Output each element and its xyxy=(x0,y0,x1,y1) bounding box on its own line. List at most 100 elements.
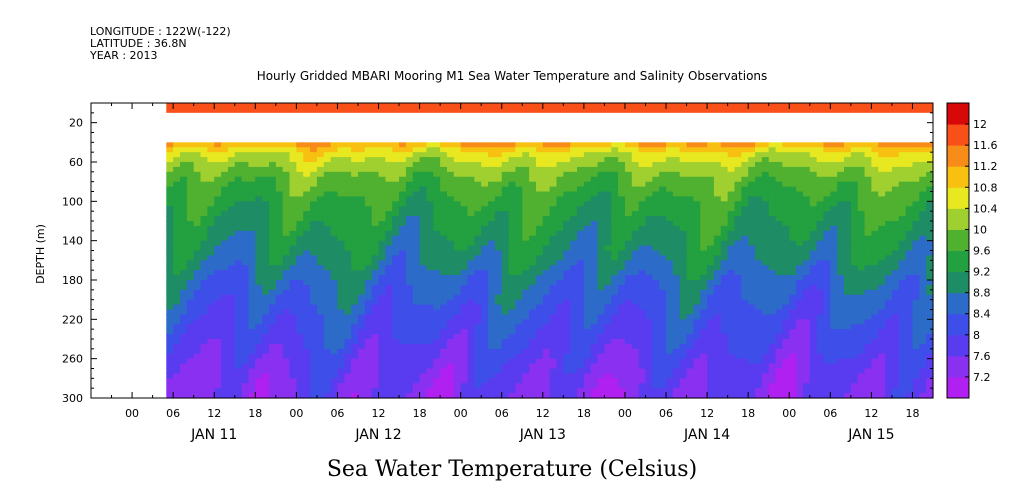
heatmap-cell xyxy=(515,260,523,266)
heatmap-cell xyxy=(262,270,270,276)
heatmap-cell xyxy=(624,206,633,212)
heatmap-cell xyxy=(364,353,373,360)
heatmap-cell xyxy=(549,216,558,222)
heatmap-cell xyxy=(570,201,578,207)
heatmap-cell xyxy=(775,196,783,202)
heatmap-cell xyxy=(809,230,818,237)
heatmap-cell xyxy=(337,225,345,232)
heatmap-cell xyxy=(857,255,866,261)
heatmap-cell xyxy=(282,284,291,291)
heatmap-cell xyxy=(837,299,845,306)
heatmap-cell xyxy=(583,284,592,291)
heatmap-cell xyxy=(713,289,722,296)
heatmap-cell xyxy=(289,353,297,360)
heatmap-cell xyxy=(364,176,373,183)
heatmap-cell xyxy=(748,147,756,153)
heatmap-cell xyxy=(905,166,914,173)
heatmap-cell xyxy=(898,162,907,168)
heatmap-cell xyxy=(248,166,256,173)
heatmap-cell xyxy=(186,309,195,316)
heatmap-cell xyxy=(905,157,914,163)
heatmap-cell xyxy=(652,162,660,168)
heatmap-cell xyxy=(823,275,831,281)
heatmap-cell xyxy=(200,334,208,340)
heatmap-cell xyxy=(460,339,469,345)
heatmap-cell xyxy=(577,348,585,355)
heatmap-cell xyxy=(303,299,311,306)
heatmap-cell xyxy=(645,235,653,242)
heatmap-cell xyxy=(173,191,181,198)
heatmap-cell xyxy=(844,319,852,325)
heatmap-cell xyxy=(618,216,626,222)
heatmap-cell xyxy=(378,358,386,365)
heatmap-cell xyxy=(645,294,653,301)
heatmap-cell xyxy=(357,225,366,232)
heatmap-cell xyxy=(570,280,578,286)
heatmap-cell xyxy=(652,230,660,237)
heatmap-cell xyxy=(885,191,893,198)
heatmap-cell xyxy=(440,280,448,286)
heatmap-cell xyxy=(200,275,208,281)
heatmap-cell xyxy=(693,343,701,350)
heatmap-cell xyxy=(823,304,831,311)
heatmap-cell xyxy=(734,142,742,148)
heatmap-cell xyxy=(611,280,619,286)
heatmap-cell xyxy=(529,348,537,355)
heatmap-cell xyxy=(871,299,879,306)
heatmap-cell xyxy=(741,211,749,217)
heatmap-cell xyxy=(446,235,455,242)
heatmap-cell xyxy=(385,324,393,330)
heatmap-cell xyxy=(878,353,886,360)
heatmap-cell xyxy=(720,162,729,168)
heatmap-cell xyxy=(830,147,838,153)
heatmap-cell xyxy=(351,275,359,281)
heatmap-cell xyxy=(679,157,688,163)
heatmap-cell xyxy=(405,334,414,340)
heatmap-cell xyxy=(221,171,229,178)
heatmap-cell xyxy=(460,186,469,193)
heatmap-cell xyxy=(323,191,332,198)
heatmap-cell xyxy=(344,186,352,193)
heatmap-cell xyxy=(173,186,181,193)
heatmap-cell xyxy=(556,319,564,325)
heatmap-cell xyxy=(419,230,428,237)
heatmap-cell xyxy=(823,196,831,202)
heatmap-cell xyxy=(446,216,455,222)
heatmap-cell xyxy=(241,186,250,193)
heatmap-cell xyxy=(378,270,386,276)
heatmap-cell xyxy=(864,152,872,158)
heatmap-cell xyxy=(289,142,297,148)
heatmap-cell xyxy=(638,353,647,360)
heatmap-cell xyxy=(898,142,907,148)
heatmap-cell xyxy=(248,358,256,365)
heatmap-cell xyxy=(638,171,647,178)
heatmap-cell xyxy=(508,299,517,306)
heatmap-cell xyxy=(344,240,352,247)
heatmap-cell xyxy=(604,216,612,222)
heatmap-cell xyxy=(508,162,517,168)
heatmap-cell xyxy=(488,240,496,247)
heatmap-cell xyxy=(535,206,544,212)
heatmap-cell xyxy=(446,162,455,168)
heatmap-cell xyxy=(734,270,742,276)
heatmap-cell xyxy=(316,240,325,247)
heatmap-cell xyxy=(926,176,934,183)
heatmap-cell xyxy=(720,152,729,158)
heatmap-cell xyxy=(241,314,250,320)
heatmap-cell xyxy=(214,304,222,311)
heatmap-cell xyxy=(453,162,462,168)
heatmap-cell xyxy=(535,284,544,291)
heatmap-cell xyxy=(275,162,284,168)
heatmap-cell xyxy=(652,142,660,148)
heatmap-cell xyxy=(802,348,811,355)
heatmap-cell xyxy=(310,284,318,291)
heatmap-cell xyxy=(823,334,831,340)
heatmap-cell xyxy=(453,230,462,237)
heatmap-cell xyxy=(638,147,647,153)
heatmap-cell xyxy=(816,339,825,345)
heatmap-cell xyxy=(173,171,181,178)
heatmap-cell xyxy=(344,201,352,207)
heatmap-cell xyxy=(556,147,564,153)
heatmap-cell xyxy=(672,294,681,301)
heatmap-cell xyxy=(474,353,482,360)
